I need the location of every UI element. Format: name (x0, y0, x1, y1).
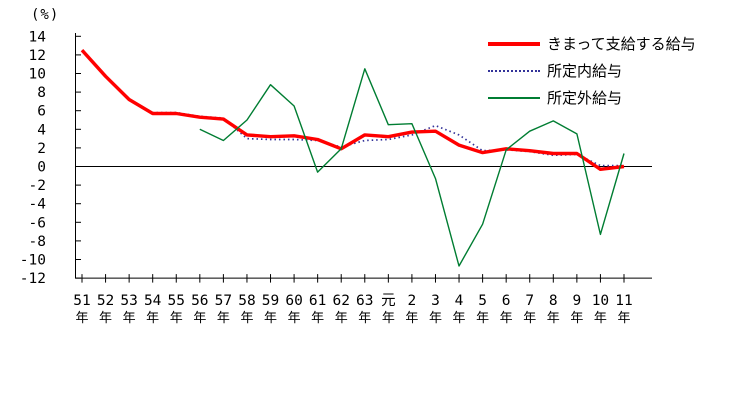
x-tick-label-year-number: 57 (215, 293, 232, 309)
x-tick-label-year-number: 9 (572, 293, 581, 309)
y-tick-label: -4 (29, 197, 47, 213)
x-tick-label-year-number: 7 (525, 293, 534, 309)
x-tick-label-year-suffix: 年 (453, 310, 466, 325)
y-tick-label: -12 (20, 271, 46, 287)
y-tick-label: 6 (37, 104, 46, 120)
x-tick-label-year-number: 63 (356, 293, 373, 309)
legend-item-shoteigai: 所定外給与 (488, 84, 696, 111)
x-tick-label-year-suffix: 年 (146, 310, 159, 325)
x-tick-label-year-number: 2 (408, 293, 417, 309)
x-tick-label-year-suffix: 年 (264, 310, 277, 325)
x-tick-label-year-suffix: 年 (311, 310, 324, 325)
x-tick-label-year-number: 60 (285, 293, 302, 309)
y-tick-label: 0 (37, 160, 46, 176)
x-tick-label-year-number: 61 (309, 293, 326, 309)
x-tick-label-year-number: 56 (191, 293, 208, 309)
y-tick-label: 2 (37, 141, 46, 157)
x-tick-label-year-suffix: 年 (75, 310, 88, 325)
x-tick-label-year-number: 6 (502, 293, 511, 309)
y-tick-label: -10 (20, 253, 46, 269)
x-tick-label-year-suffix: 年 (476, 310, 489, 325)
x-tick-label-year-number: 55 (168, 293, 185, 309)
x-tick-label-year-number: 3 (431, 293, 440, 309)
legend-item-shoteinai: 所定内給与 (488, 57, 696, 84)
legend-label: 所定内給与 (547, 63, 623, 80)
y-tick-label: 14 (29, 29, 47, 45)
x-tick-label-year-number: 53 (120, 293, 137, 309)
y-tick-label: -8 (29, 234, 46, 250)
y-tick-label: 8 (37, 85, 46, 101)
legend-swatch-solid-thick-red (488, 41, 540, 46)
x-tick-label-year-number: 54 (144, 293, 162, 309)
x-tick-label-year-number: 5 (478, 293, 487, 309)
x-tick-label-year-suffix: 年 (170, 310, 183, 325)
x-tick-label-year-suffix: 年 (429, 310, 442, 325)
x-tick-label-year-suffix: 年 (123, 310, 136, 325)
x-tick-label-year-number: 59 (262, 293, 279, 309)
x-tick-label-year-suffix: 年 (547, 310, 560, 325)
legend-label: 所定外給与 (547, 90, 623, 107)
x-tick-label-year-number: 11 (615, 293, 632, 309)
x-tick-label-year-number: 4 (455, 293, 464, 309)
x-tick-label-year-suffix: 年 (288, 310, 301, 325)
y-tick-label: 12 (29, 48, 46, 64)
x-tick-label-year-suffix: 年 (382, 310, 395, 325)
y-axis-unit-label: (%) (31, 7, 60, 23)
x-tick-label-year-suffix: 年 (617, 310, 630, 325)
x-tick-label-year-suffix: 年 (99, 310, 112, 325)
x-tick-label-year-suffix: 年 (240, 310, 253, 325)
legend-label: きまって支給する給与 (547, 36, 696, 53)
legend-swatch-dotted-navy (488, 69, 540, 72)
x-tick-label-year-suffix: 年 (193, 310, 206, 325)
x-tick-label-year-suffix: 年 (335, 310, 348, 325)
legend-swatch-solid-thin-green (488, 96, 540, 99)
x-tick-label-year-suffix: 年 (594, 310, 607, 325)
x-tick-label-year-number: 58 (238, 293, 255, 309)
y-tick-label: -6 (29, 215, 46, 231)
x-tick-label-year-suffix: 年 (405, 310, 418, 325)
x-tick-label-year-suffix: 年 (523, 310, 536, 325)
y-tick-label: -2 (29, 178, 46, 194)
x-tick-label-year-suffix: 年 (500, 310, 513, 325)
legend: きまって支給する給与 所定内給与 所定外給与 (488, 30, 696, 111)
x-tick-label-year-number: 元 (381, 293, 396, 309)
x-tick-label-year-number: 8 (549, 293, 558, 309)
x-tick-label-year-number: 10 (592, 293, 609, 309)
series-line-0 (80, 49, 625, 172)
legend-item-kimatte: きまって支給する給与 (488, 30, 696, 57)
x-tick-label-year-suffix: 年 (217, 310, 230, 325)
x-tick-label-year-suffix: 年 (570, 310, 583, 325)
x-tick-label-year-number: 51 (73, 293, 90, 309)
series-line-2 (199, 68, 625, 267)
x-tick-label-year-number: 62 (332, 293, 349, 309)
x-tick-label-year-number: 52 (97, 293, 114, 309)
x-tick-label-year-suffix: 年 (358, 310, 371, 325)
y-tick-label: 10 (29, 67, 46, 83)
y-tick-label: 4 (37, 122, 46, 138)
